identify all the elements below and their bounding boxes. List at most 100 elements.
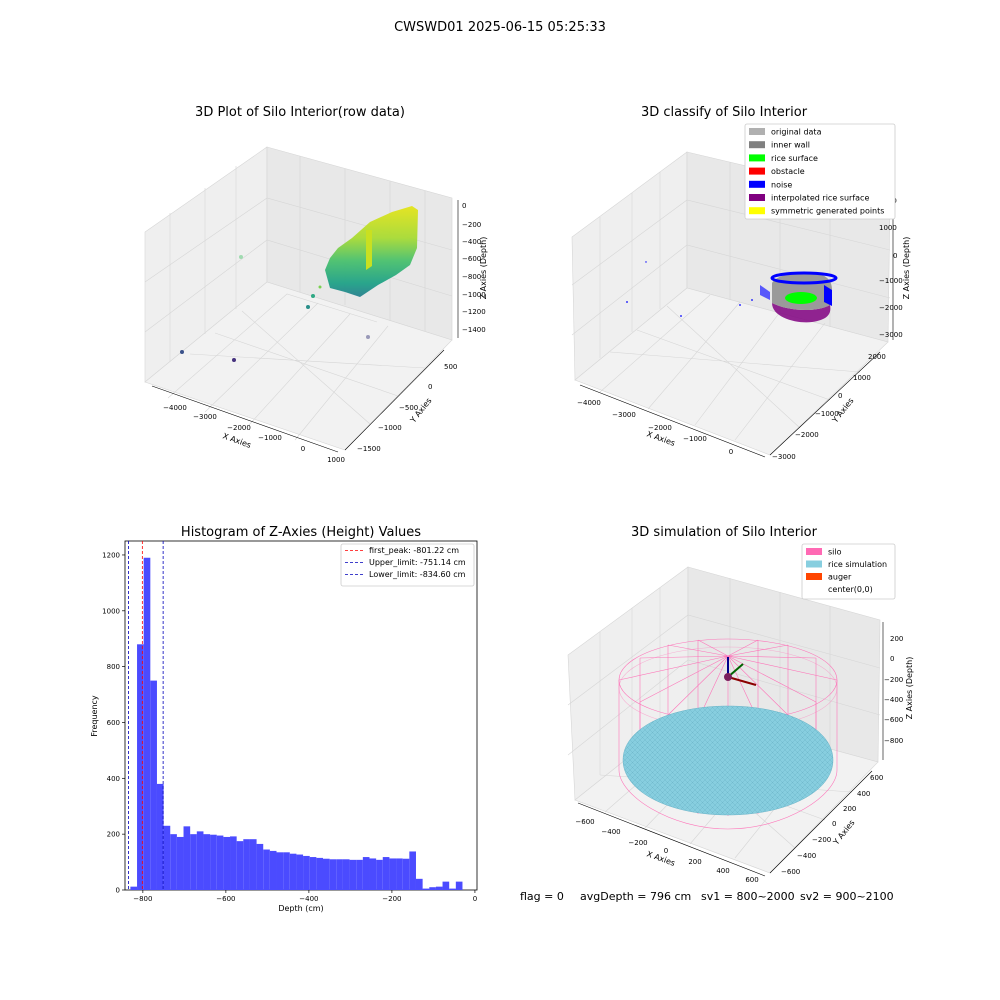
classify-legend-label: symmetric generated points bbox=[771, 207, 884, 216]
classify-ztick-label: −1000 bbox=[879, 277, 903, 285]
panel-simulation-title: 3D simulation of Silo Interior bbox=[631, 525, 818, 540]
simulation-legend-label: rice simulation bbox=[828, 560, 887, 569]
histogram-bar bbox=[163, 825, 171, 890]
histogram-bar bbox=[176, 836, 184, 890]
simulation-x-axis-label: X Axies bbox=[645, 849, 676, 868]
simulation-3d-yticks: 600 400 200 0 −200 −400 −600 bbox=[781, 774, 883, 876]
histogram-x-tick-label: 0 bbox=[473, 895, 477, 903]
classify-ytick-label: 2000 bbox=[868, 353, 886, 361]
histogram-bar bbox=[289, 853, 297, 890]
simulation-legend: silo rice simulation auger center(0,0) bbox=[801, 543, 896, 600]
histogram-x-axis-label: Depth (cm) bbox=[278, 904, 323, 913]
simulation-legend-swatch bbox=[806, 560, 822, 568]
raw-xtick-label: −4000 bbox=[163, 404, 187, 412]
panel-raw-3d: 3D Plot of Silo Interior(row data) −4000… bbox=[144, 105, 488, 464]
classify-xtick-label: 0 bbox=[729, 448, 733, 456]
classify-ztick-label: 0 bbox=[893, 252, 897, 260]
classify-z-axis-label: Z Axies (Depth) bbox=[902, 237, 911, 300]
footer-sv1: sv1 = 800~2000 bbox=[701, 890, 795, 903]
footer-status: flag = 0 avgDepth = 796 cm sv1 = 800~200… bbox=[520, 890, 894, 903]
histogram-bar bbox=[183, 826, 191, 890]
raw-3d-yticks: 500 0 −500 −1000 −1500 bbox=[357, 363, 457, 453]
simulation-ztick-label: −800 bbox=[884, 737, 903, 745]
raw-ztick-label: 0 bbox=[462, 202, 466, 210]
raw-3d-axis-lines bbox=[151, 200, 459, 453]
histogram-bar bbox=[376, 859, 383, 890]
histogram-bar bbox=[415, 878, 423, 890]
simulation-legend-label: auger bbox=[828, 573, 852, 582]
panel-classify-title: 3D classify of Silo Interior bbox=[641, 105, 808, 120]
classify-ytick-label: −3000 bbox=[772, 453, 796, 461]
raw-z-axis-label: Z Axies (Depth) bbox=[479, 237, 488, 300]
simulation-legend-swatch bbox=[806, 573, 822, 580]
simulation-ztick-label: 200 bbox=[890, 635, 903, 643]
classify-ztick-label: −2000 bbox=[879, 304, 903, 312]
histogram-bar bbox=[422, 888, 430, 890]
raw-ztick-label: −800 bbox=[462, 273, 481, 281]
simulation-ytick-label: −400 bbox=[797, 852, 816, 860]
histogram-bar bbox=[210, 834, 217, 890]
simulation-xtick-label: −200 bbox=[628, 839, 647, 847]
raw-xtick-label: 1000 bbox=[327, 456, 345, 464]
simulation-ytick-label: 600 bbox=[870, 774, 883, 782]
histogram-bar bbox=[369, 858, 377, 890]
classify-legend-label: obstacle bbox=[771, 167, 805, 176]
simulation-legend-label: center(0,0) bbox=[828, 585, 873, 594]
raw-ztick-label: −200 bbox=[462, 221, 481, 229]
simulation-ytick-label: 0 bbox=[832, 820, 836, 828]
raw-ztick-label: −1200 bbox=[462, 308, 486, 316]
histogram-x-tick-label: −200 bbox=[382, 895, 401, 903]
simulation-ztick-label: −400 bbox=[884, 696, 903, 704]
histogram-bar bbox=[170, 834, 177, 890]
simulation-3d-axis-lines bbox=[577, 622, 884, 877]
histogram-bar bbox=[455, 881, 463, 890]
histogram-y-tick-label: 200 bbox=[107, 831, 120, 839]
simulation-ztick-label: −200 bbox=[884, 676, 903, 684]
classify-legend-label: original data bbox=[771, 128, 822, 137]
classify-point-cloud bbox=[626, 261, 838, 323]
histogram-bar bbox=[389, 858, 397, 890]
histogram-x-tick-label: −400 bbox=[299, 895, 318, 903]
raw-ytick-label: 0 bbox=[428, 383, 432, 391]
histogram-bar bbox=[196, 831, 204, 890]
histogram-legend: first_peak: -801.22 cm Upper_limit: -751.… bbox=[340, 543, 475, 587]
histogram-bar bbox=[269, 850, 277, 890]
histogram-bar bbox=[243, 839, 250, 890]
raw-ytick-label: 500 bbox=[444, 363, 457, 371]
histogram-bar bbox=[342, 859, 350, 890]
histogram-bar bbox=[429, 887, 436, 890]
histogram-y-axis-label: Frequency bbox=[90, 695, 99, 737]
histogram-reference-lines bbox=[128, 541, 164, 890]
histogram-title: Histogram of Z-Axies (Height) Values bbox=[181, 525, 421, 540]
simulation-xtick-label: 200 bbox=[688, 858, 701, 866]
histogram-bar bbox=[442, 881, 450, 890]
panel-raw-title: 3D Plot of Silo Interior(row data) bbox=[195, 105, 405, 120]
simulation-xtick-label: 400 bbox=[716, 867, 729, 875]
classify-xtick-label: −1000 bbox=[683, 435, 707, 443]
footer-sv2: sv2 = 900~2100 bbox=[800, 890, 894, 903]
simulation-legend-box bbox=[801, 543, 896, 600]
simulation-z-axis-label: Z Axies (Depth) bbox=[905, 657, 914, 720]
classify-x-axis-label: X Axies bbox=[645, 429, 676, 448]
classify-ytick-label: 0 bbox=[838, 392, 842, 400]
histogram-bar bbox=[409, 851, 416, 890]
classify-ytick-label: −1000 bbox=[815, 410, 839, 418]
histogram-bar bbox=[435, 886, 443, 890]
simulation-xtick-label: 600 bbox=[745, 876, 758, 884]
histogram-bar bbox=[382, 857, 390, 890]
simulation-ztick-label: −600 bbox=[884, 716, 903, 724]
simulation-ytick-label: −200 bbox=[812, 836, 831, 844]
histogram-bar bbox=[137, 644, 144, 890]
classify-legend-label: interpolated rice surface bbox=[771, 194, 869, 203]
histogram-bar bbox=[356, 859, 363, 890]
classify-legend-swatch bbox=[749, 167, 765, 175]
histogram-legend-label: first_peak: -801.22 cm bbox=[369, 546, 459, 555]
histogram-y-tick-label: 1200 bbox=[102, 551, 120, 559]
classify-legend-swatch bbox=[749, 154, 765, 162]
histogram-bar bbox=[236, 841, 244, 890]
histogram-bar bbox=[396, 858, 403, 890]
histogram-x-ticks: −800 −600 −400 −200 0 bbox=[133, 890, 477, 903]
center-marker bbox=[724, 673, 732, 681]
histogram-bar bbox=[143, 557, 151, 890]
classify-legend-label: inner wall bbox=[771, 141, 810, 150]
